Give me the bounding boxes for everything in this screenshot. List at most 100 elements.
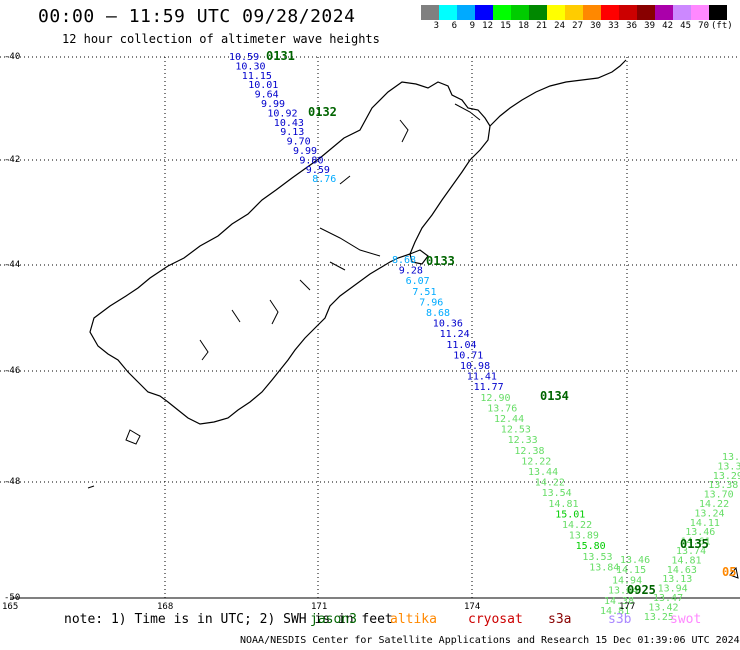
- wave-height-label: 13.76: [487, 403, 517, 414]
- scale-swatch: [637, 5, 655, 20]
- scale-label: 42: [662, 21, 673, 31]
- satellite-altika: altika: [390, 612, 437, 627]
- wave-height-label: 13.70: [704, 490, 734, 501]
- page-subtitle: 12 hour collection of altimeter wave hei…: [62, 32, 380, 46]
- wave-height-label: 13.25: [644, 612, 674, 623]
- wave-height-label: 13.38: [708, 480, 738, 491]
- wave-height-label: 12.22: [521, 456, 551, 467]
- wave-height-label: 9.13: [280, 127, 304, 138]
- scale-label: 6: [451, 21, 457, 31]
- wave-height-label: 9.64: [255, 90, 279, 101]
- wave-height-label: 13.94: [658, 584, 688, 595]
- page-title: 00:00 – 11:59 UTC 09/28/2024: [38, 6, 356, 27]
- wave-height-label: 11.15: [242, 71, 272, 82]
- wave-height-label: 15.01: [555, 509, 585, 520]
- wave-height-label: 13.58: [722, 452, 740, 463]
- scale-swatch: [457, 5, 475, 20]
- wave-height-label: 10.98: [460, 361, 490, 372]
- orbit-label-0925: 0925: [627, 583, 656, 597]
- scale-label: 21: [536, 21, 547, 31]
- track-0133-0134: 8.689.286.077.517.968.6810.3611.2411.041…: [392, 255, 619, 573]
- scale-label: 30: [590, 21, 601, 31]
- wave-height-label: 13.24: [694, 508, 724, 519]
- scale-swatch: [673, 5, 691, 20]
- credit-line: NOAA/NESDIS Center for Satellite Applica…: [240, 635, 740, 646]
- wave-height-label: 9.70: [287, 137, 311, 148]
- scale-swatch: [655, 5, 673, 20]
- wave-height-label: 11.41: [467, 372, 497, 383]
- wave-height-label: 13.89: [569, 531, 599, 542]
- wave-height-label: 11.77: [474, 382, 504, 393]
- wave-height-label: 14.63: [667, 565, 697, 576]
- wave-height-label: 12.90: [480, 393, 510, 404]
- lon-label: 171: [311, 602, 328, 612]
- wave-height-label: 15.80: [576, 541, 606, 552]
- orbit-label-0135: 0135: [680, 537, 709, 551]
- wave-height-label: 14.81: [548, 499, 578, 510]
- scale-swatch: [493, 5, 511, 20]
- wave-height-label: 12.53: [501, 425, 531, 436]
- scale-label: 9: [469, 21, 475, 31]
- orbit-label-0134: 0134: [540, 389, 569, 403]
- scale-label: 24: [554, 21, 565, 31]
- wave-height-label: 10.59: [229, 52, 259, 63]
- orbit-label-0133: 0133: [426, 254, 455, 268]
- wave-height-label: 13.46: [620, 555, 650, 566]
- scale-label: 12: [482, 21, 493, 31]
- wave-height-label: 14.81: [671, 555, 701, 566]
- wave-height-label: 13.29: [713, 471, 740, 482]
- lat-label: -44: [4, 260, 21, 270]
- track-0131-0132: 10.5910.3011.1510.019.649.9910.9210.439.…: [229, 52, 336, 185]
- scale-label: 15: [500, 21, 511, 31]
- scale-label: 39: [644, 21, 655, 31]
- lat-label: -50: [4, 593, 21, 603]
- wave-height-label: 12.38: [514, 446, 544, 457]
- wave-height-label: 14.11: [690, 518, 720, 529]
- wave-height-label: 10.92: [267, 108, 297, 119]
- scale-swatch: [619, 5, 637, 20]
- scale-swatch: [583, 5, 601, 20]
- wave-height-label: 13.44: [528, 467, 558, 478]
- wave-height-label: 9.28: [399, 266, 423, 277]
- wave-height-label: 10.36: [433, 319, 463, 330]
- coastline-north-tip: [489, 59, 627, 127]
- wave-height-label: 13.37: [717, 461, 740, 472]
- wave-height-label: 11.24: [440, 329, 470, 340]
- lon-label: 165: [2, 602, 19, 612]
- wave-height-label: 13.13: [662, 574, 692, 585]
- wave-height-label: 13.84: [589, 562, 619, 573]
- wave-height-label: 7.51: [412, 287, 436, 298]
- wave-height-label: 10.71: [453, 350, 483, 361]
- wave-height-label: 14.15: [616, 565, 646, 576]
- scale-label: 3: [433, 21, 439, 31]
- satellite-swot: swot: [670, 612, 702, 627]
- wave-height-label: 7.96: [419, 297, 443, 308]
- scale-swatch: [421, 5, 439, 20]
- wave-height-label: 14.81: [600, 606, 630, 617]
- lon-label: 168: [157, 602, 174, 612]
- scale-swatch: [439, 5, 457, 20]
- lat-label: -40: [4, 52, 21, 62]
- scale-unit: (ft): [711, 21, 733, 31]
- scale-swatch: [547, 5, 565, 20]
- footer-note: note: 1) Time is in UTC; 2) SWH is in fe…: [64, 612, 393, 627]
- wave-height-label: 13.47: [653, 593, 683, 604]
- scale-label: 27: [572, 21, 583, 31]
- scale-label: 18: [518, 21, 529, 31]
- color-scale-labels: 3 6 9 12 15 18 21 24 27 30 33 36 39 42 45 70 (ft): [421, 21, 740, 33]
- lat-label: -48: [4, 477, 21, 487]
- wave-height-label: 8.68: [426, 308, 450, 319]
- wave-height-label: 13.53: [582, 552, 612, 563]
- wave-height-label: 14.38: [604, 596, 634, 607]
- lat-label: -42: [4, 155, 21, 165]
- small-island: [87, 485, 95, 489]
- wave-height-label: 9.59: [306, 165, 330, 176]
- scale-swatch: [709, 5, 727, 20]
- scale-swatch: [529, 5, 547, 20]
- wave-height-label: 14.94: [612, 575, 642, 586]
- wave-height-label: 9.99: [293, 146, 317, 157]
- color-scale: [421, 5, 727, 20]
- wave-height-label: 14.22: [699, 499, 729, 510]
- scale-label: 70: [698, 21, 709, 31]
